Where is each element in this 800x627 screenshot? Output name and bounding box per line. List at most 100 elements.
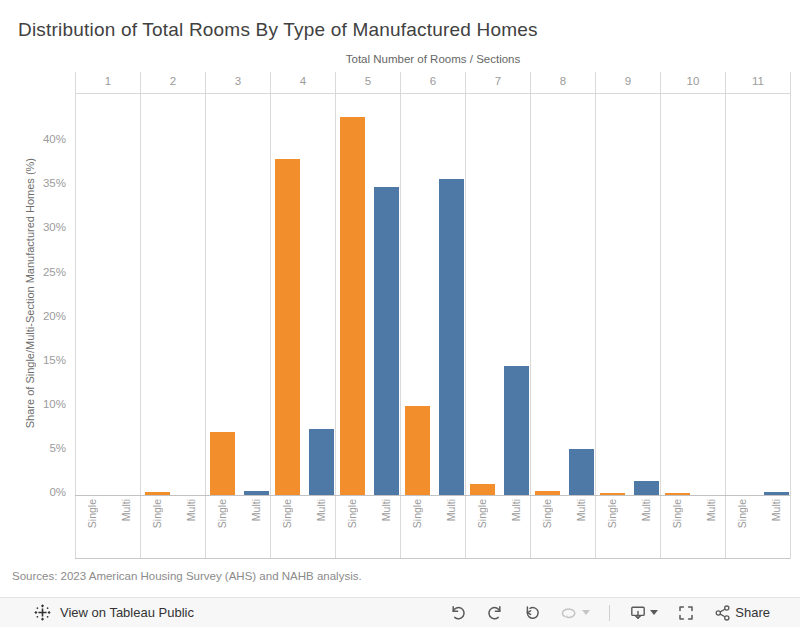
room-column (140, 94, 205, 495)
single-bar[interactable] (275, 159, 300, 495)
bar-group-label: Single (411, 499, 424, 528)
bar-group-label-cell: Single Multi (400, 496, 465, 558)
column-header: 5 (335, 72, 400, 93)
column-header: 1 (75, 72, 140, 93)
bar-group-label: Single (476, 499, 489, 528)
bar-group-label: Multi (575, 499, 588, 521)
room-column (660, 94, 725, 495)
bar-group-label-row: Single Multi Single Multi Single Multi Single M… (75, 496, 790, 559)
room-column (400, 94, 465, 495)
column-header: 4 (270, 72, 335, 93)
multi-bar[interactable] (439, 179, 464, 495)
refresh-dropdown-caret (582, 610, 590, 615)
column-header: 8 (530, 72, 595, 93)
bar-group-label: Single (346, 499, 359, 528)
download-view-button[interactable] (629, 604, 658, 622)
bar-group-label: Single (151, 499, 164, 528)
undo-button[interactable] (449, 604, 467, 622)
column-header: 9 (595, 72, 660, 93)
bar-group-label: Single (541, 499, 554, 528)
tableau-embed: Distribution of Total Rooms By Type of M… (0, 0, 800, 627)
y-axis-tick: 5% (49, 442, 66, 454)
multi-bar[interactable] (374, 187, 399, 495)
bar-group-label: Multi (705, 499, 718, 521)
chart-plot-area: 1234567891011 SingleMultiSingleMultiSing… (75, 72, 791, 559)
single-bar[interactable] (405, 406, 430, 495)
refresh-button[interactable] (560, 604, 590, 622)
single-bar[interactable] (145, 492, 170, 495)
y-axis-title: Share of Single/Multi-Section Manufactur… (22, 93, 37, 494)
y-axis-tick: 35% (43, 177, 66, 189)
single-bar[interactable] (600, 493, 625, 495)
column-header: 3 (205, 72, 270, 93)
column-header: 2 (140, 72, 205, 93)
bar-group-label-cell: SingleMulti (270, 496, 335, 558)
room-column (595, 94, 660, 495)
single-bar[interactable] (470, 484, 495, 495)
toolbar-separator (609, 605, 610, 621)
bar-group-label: Single (671, 499, 684, 528)
multi-bar[interactable] (764, 492, 789, 495)
multi-bar[interactable] (569, 449, 594, 495)
y-axis-tick: 10% (43, 398, 66, 410)
bar-group-label-cell: Single Multi (335, 496, 400, 558)
y-axis-ticks: 0%5%10%15%20%25%30%35%40% (38, 93, 72, 494)
single-bar[interactable] (340, 117, 365, 495)
chart-title: Distribution of Total Rooms By Type of M… (18, 19, 538, 41)
refresh-icon (560, 604, 579, 622)
download-dropdown-caret (650, 610, 658, 615)
bar-group-label: Single (736, 499, 749, 528)
bar-pane (75, 94, 790, 496)
fullscreen-button[interactable] (677, 604, 695, 622)
bar-group-label: Multi (445, 499, 458, 521)
bar-group-label: Multi (120, 499, 133, 521)
bar-group-label: Multi (185, 499, 198, 521)
bar-group-label: Multi (770, 499, 783, 521)
multi-bar[interactable] (504, 366, 529, 495)
room-column (270, 94, 335, 495)
x-axis-title: Total Number of Rooms / Sections (75, 53, 791, 65)
column-header-row: 1234567891011 (75, 72, 790, 94)
bar-group-label-cell: Single Multi (725, 496, 790, 558)
undo-icon (449, 604, 467, 622)
bar-group-label-cell: Single Multi (465, 496, 530, 558)
redo-button[interactable] (486, 604, 504, 622)
bar-group-label: Single (86, 499, 99, 528)
share-icon (714, 604, 732, 622)
multi-bar[interactable] (244, 491, 269, 495)
view-on-tableau-public-link[interactable]: View on Tableau Public (34, 604, 194, 621)
column-header: 6 (400, 72, 465, 93)
bar-group-label: Multi (380, 499, 393, 521)
replay-icon (523, 604, 541, 622)
bar-group-label-cell: Single Multi (660, 496, 725, 558)
single-bar[interactable] (535, 491, 560, 495)
bar-group-label-cell: Single Multi (75, 496, 140, 558)
y-axis-tick: 25% (43, 266, 66, 278)
tableau-toolbar: View on Tableau Public (0, 597, 800, 627)
room-column (725, 94, 790, 495)
bar-group-label: Multi (510, 499, 523, 521)
single-bar[interactable] (665, 493, 690, 495)
sources-note: Sources: 2023 American Housing Survey (A… (12, 570, 362, 582)
y-axis-tick: 0% (49, 486, 66, 498)
reset-button[interactable] (523, 604, 541, 622)
bar-group-label-cell: Single Multi (140, 496, 205, 558)
bar-group-label: Multi (315, 499, 328, 521)
column-header: 10 (660, 72, 725, 93)
multi-bar[interactable] (309, 429, 334, 495)
room-column (205, 94, 270, 495)
multi-bar[interactable] (634, 481, 659, 495)
room-column (75, 94, 140, 495)
room-column (465, 94, 530, 495)
y-axis-tick: 15% (43, 354, 66, 366)
single-bar[interactable] (210, 432, 235, 495)
redo-icon (486, 604, 504, 622)
share-button[interactable]: Share (714, 604, 770, 622)
y-axis-tick: 40% (43, 133, 66, 145)
y-axis-tick: 30% (43, 221, 66, 233)
bar-group-label: Multi (640, 499, 653, 521)
fullscreen-icon (677, 604, 695, 622)
column-header: 11 (725, 72, 790, 93)
room-column (530, 94, 595, 495)
bar-group-label-cell: Single Multi (530, 496, 595, 558)
